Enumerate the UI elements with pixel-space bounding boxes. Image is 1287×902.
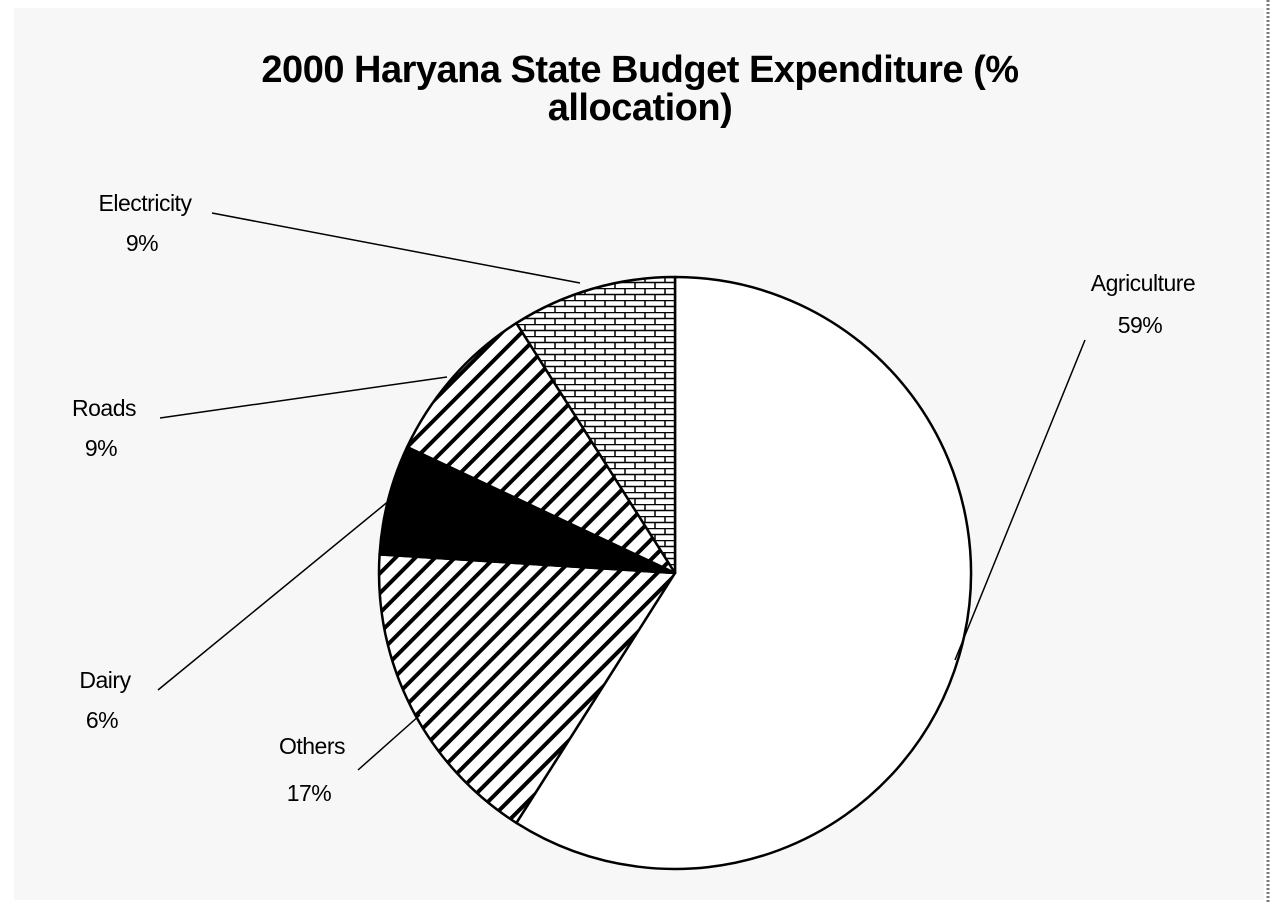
- leader-line: [954, 339, 1086, 661]
- slice-value-label: 9%: [126, 230, 158, 256]
- slice-label: Roads: [72, 395, 136, 421]
- pie-slice: [515, 275, 677, 575]
- chart-title: allocation): [548, 87, 733, 129]
- pie-slice: [405, 321, 677, 575]
- slice-value-label: 9%: [85, 435, 117, 461]
- slice-value-label: 17%: [287, 780, 332, 806]
- slice-value-label: 59%: [1118, 312, 1163, 338]
- slice-label: Agriculture: [1091, 270, 1195, 296]
- slice-label: Others: [279, 733, 345, 759]
- slice-value-label: 6%: [86, 707, 118, 733]
- chart-title: 2000 Haryana State Budget Expenditure (%: [261, 49, 1018, 91]
- leader-line: [157, 499, 391, 691]
- slice-label: Electricity: [99, 190, 193, 216]
- slice-label: Dairy: [79, 667, 131, 693]
- pie-slice: [515, 275, 973, 871]
- leader-line: [357, 714, 421, 771]
- pie-slice: [377, 553, 677, 825]
- leader-line: [211, 212, 581, 284]
- leader-line: [159, 376, 448, 419]
